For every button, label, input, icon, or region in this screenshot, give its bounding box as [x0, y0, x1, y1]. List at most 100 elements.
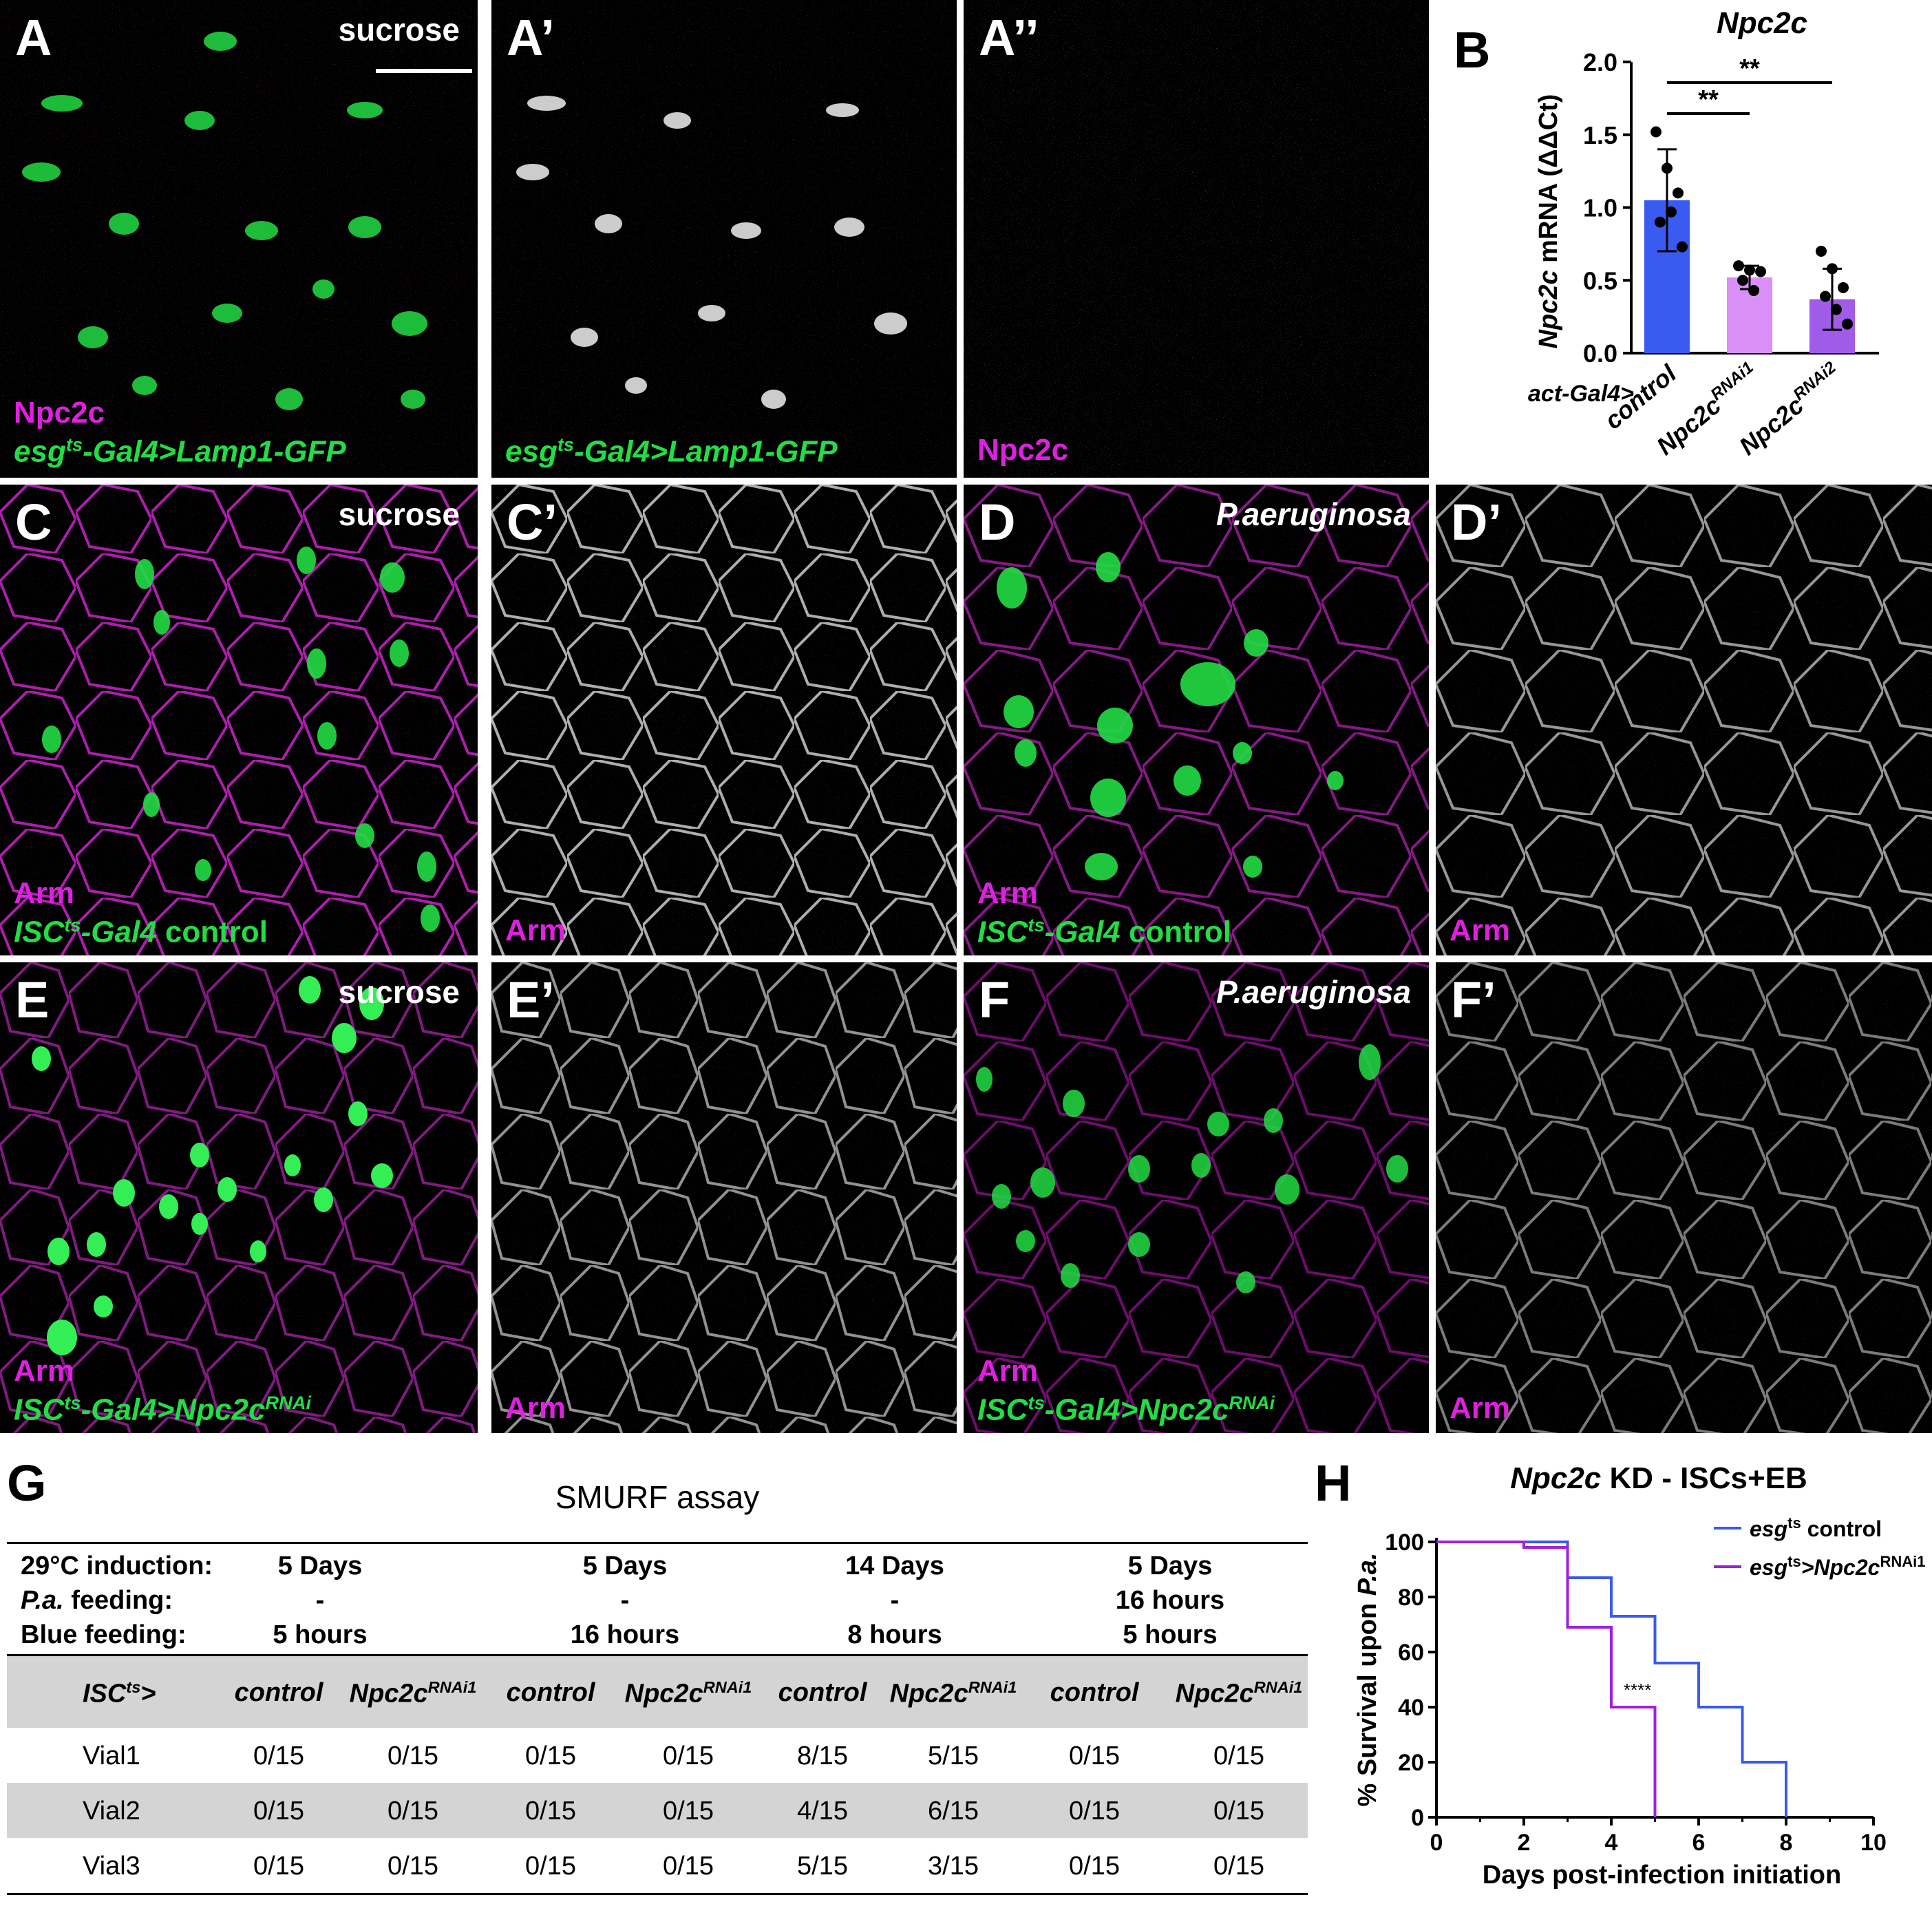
micrograph-c [0, 485, 478, 955]
y-tick-label: 1.0 [1583, 194, 1617, 222]
chart-title: Npc2c KD - ISCs+EB [1510, 1461, 1807, 1495]
table-cell: 0/15 [1213, 1797, 1264, 1826]
y-tick-label: 0.5 [1583, 266, 1617, 295]
significance-label: ** [1739, 54, 1760, 83]
panel-h: H Npc2c KD - ISCs+EB 0 20 40 60 80 100 0 2 4 6 8 10 D… [1315, 1446, 1932, 1915]
data-point [1673, 187, 1684, 199]
y-axis-label: Npc2c mRNA (ΔΔCt) [1534, 94, 1563, 349]
micrograph-a2 [964, 0, 1429, 478]
condition-value: 5 Days [582, 1552, 668, 1580]
table-cell: 0/15 [1213, 1852, 1264, 1881]
significance-label: **** [1624, 1680, 1651, 1700]
y-tick-label: 0.0 [1583, 339, 1617, 368]
header-rnai: Npc2cRNAi1 [1175, 1678, 1303, 1708]
scale-bar [376, 69, 472, 73]
panel-f1-image: F’ Arm [1436, 962, 1932, 1433]
micrograph-d [964, 485, 1429, 955]
x-tick-label: 2 [1518, 1830, 1531, 1856]
survival-line [1436, 1541, 1657, 1817]
table-cell: 0/15 [388, 1852, 438, 1881]
condition-name: 29°C induction: [21, 1552, 213, 1580]
stain-label: Arm [505, 1391, 566, 1425]
micrograph-e [0, 962, 478, 1433]
chart-title: Npc2c [1717, 6, 1807, 40]
data-point [1662, 162, 1673, 174]
table-cell: 0/15 [253, 1797, 304, 1826]
genotype-label: ISCts-Gal4 control [977, 914, 1231, 949]
condition-label: sucrose [338, 496, 460, 532]
table-row: Vial1 0/15 0/15 0/15 0/15 8/15 5/15 0/15 0/15 [7, 1728, 1308, 1783]
results-grid: ISCts> control Npc2cRNAi1 control Npc2cRNAi1… [7, 1656, 1308, 1893]
panel-c-image: C sucrose Arm ISCts-Gal4 control [0, 485, 478, 955]
panel-label: E [15, 971, 50, 1028]
genotype-label: esgts-Gal4>Lamp1-GFP [505, 434, 838, 469]
table-rule-bottom [7, 1893, 1308, 1895]
genotype-label: ISCts-Gal4>Npc2cRNAi [977, 1392, 1275, 1427]
y-tick-label: 40 [1398, 1695, 1424, 1721]
micrograph-d1 [1436, 485, 1932, 955]
panel-d1-image: D’ Arm [1436, 485, 1932, 955]
data-point [1666, 206, 1677, 218]
group-label: act-Gal4> [1528, 381, 1634, 407]
table-cell: 0/15 [663, 1742, 714, 1770]
condition-name: P.a. feeding: [21, 1586, 173, 1615]
condition-value: 5 hours [273, 1620, 368, 1649]
header-row: ISCts> control Npc2cRNAi1 control Npc2cRNAi1… [7, 1656, 1308, 1728]
table-row: Vial2 0/15 0/15 0/15 0/15 4/15 6/15 0/15 0/15 [7, 1783, 1308, 1838]
header-rnai: Npc2cRNAi1 [349, 1678, 477, 1708]
panel-label: F’ [1451, 971, 1496, 1028]
data-point [1748, 285, 1759, 297]
condition-value: 8 hours [847, 1620, 942, 1649]
x-tick-label: 4 [1605, 1830, 1618, 1856]
micrograph-f [964, 962, 1429, 1433]
y-tick-label: 80 [1398, 1585, 1424, 1611]
panel-label: A’ [507, 9, 555, 66]
condition-value: 5 Days [277, 1552, 363, 1580]
data-point [1831, 304, 1842, 315]
panel-f-image: F P.aeruginosa Arm ISCts-Gal4>Npc2cRNAi [964, 962, 1429, 1433]
table-row: Vial3 0/15 0/15 0/15 0/15 5/15 3/15 0/15 0/15 [7, 1838, 1308, 1893]
header-genotype-driver: ISCts> [83, 1678, 156, 1708]
stain-label: Arm [1450, 913, 1511, 947]
panel-label: H [1315, 1454, 1352, 1512]
header-control: control [1050, 1678, 1139, 1707]
panel-d-image: D P.aeruginosa Arm ISCts-Gal4 control [964, 485, 1429, 955]
table-cell: 0/15 [525, 1852, 576, 1881]
x-tick-label: 6 [1692, 1830, 1706, 1856]
panel-label: E’ [507, 971, 555, 1028]
table-cell: 4/15 [797, 1797, 848, 1826]
table-cell: 5/15 [797, 1852, 848, 1881]
table-cell: 3/15 [928, 1852, 979, 1881]
data-point [1820, 290, 1831, 302]
y-tick-label: 20 [1398, 1750, 1424, 1776]
legend-label: esgts>Npc2cRNAi1 [1750, 1553, 1925, 1580]
micrograph-a [0, 0, 478, 478]
y-tick-label: 1.5 [1583, 121, 1617, 149]
panel-e-image: E sucrose Arm ISCts-Gal4>Npc2cRNAi [0, 962, 478, 1433]
condition-value: 14 Days [845, 1552, 944, 1580]
table-title: SMURF assay [555, 1479, 760, 1515]
stain-label: Arm [977, 876, 1039, 910]
legend-label: esgts control [1750, 1514, 1882, 1541]
data-point [1838, 282, 1849, 293]
x-tick-label: 8 [1780, 1830, 1793, 1856]
panel-a-image: A sucrose Npc2c esgts-Gal4>Lamp1-GFP [0, 0, 478, 478]
micrograph-a1 [491, 0, 957, 478]
genotype-label: ISCts-Gal4 control [14, 914, 268, 949]
table-rule-top [7, 1542, 1308, 1544]
panel-label: F [979, 971, 1010, 1028]
header-control: control [234, 1678, 323, 1707]
y-tick-label: 60 [1398, 1640, 1424, 1666]
data-point [1733, 260, 1744, 272]
significance-label: ** [1698, 85, 1719, 114]
panel-label: D [979, 494, 1016, 551]
condition-label: P.aeruginosa [1216, 974, 1411, 1010]
condition-label: sucrose [338, 12, 460, 47]
table-cell: 0/15 [388, 1742, 438, 1770]
table-cell: 8/15 [797, 1742, 848, 1770]
y-tick-label: 100 [1385, 1530, 1424, 1556]
data-point [1655, 216, 1666, 228]
panel-a1-image: A’ esgts-Gal4>Lamp1-GFP [491, 0, 957, 478]
conditions-block: 29°C induction: 5 Days 5 Days 14 Days 5 Days… [7, 1549, 1308, 1652]
data-point [1677, 241, 1688, 253]
